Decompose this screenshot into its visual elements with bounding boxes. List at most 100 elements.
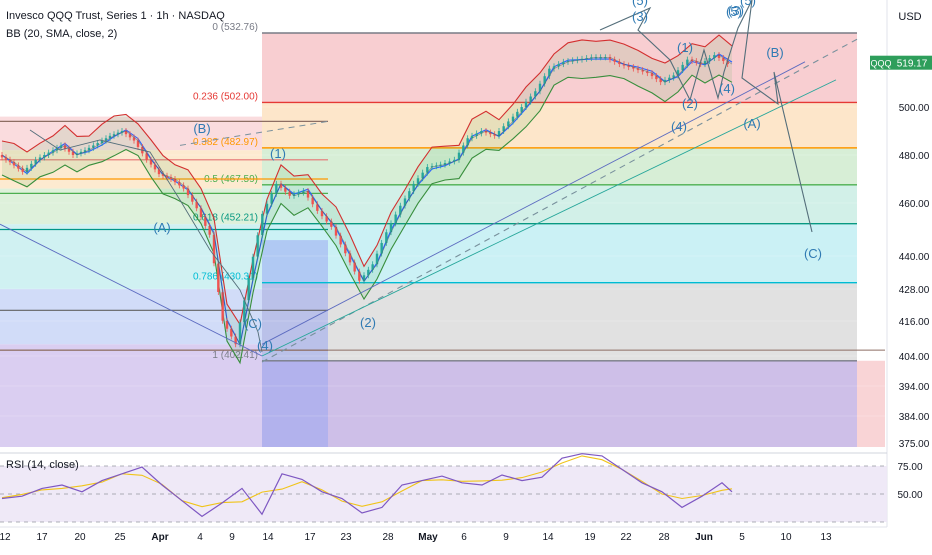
- candle-body: [316, 204, 319, 211]
- time-tick-label: 5: [739, 532, 745, 543]
- wave-label: (5): [726, 4, 742, 19]
- candle-body: [270, 193, 273, 204]
- candle-body: [325, 216, 328, 222]
- candle-body: [516, 111, 519, 117]
- candle-body: [552, 66, 556, 69]
- candle-body: [145, 153, 148, 160]
- candle-body: [339, 235, 342, 245]
- candle-body: [8, 159, 12, 163]
- candle-body: [655, 76, 658, 80]
- candle-body: [112, 134, 116, 136]
- candle-body: [375, 253, 379, 265]
- candle-body: [403, 198, 407, 206]
- candle-body: [385, 232, 388, 243]
- candle-body: [681, 64, 684, 71]
- trend-channel-line: [261, 79, 837, 357]
- candle-body: [717, 55, 721, 59]
- candle-body: [636, 68, 640, 71]
- candle-body: [367, 269, 370, 276]
- wave-label: (4): [257, 338, 273, 353]
- candle-body: [480, 131, 483, 134]
- time-tick-label: 22: [620, 532, 632, 543]
- fib-zone-edge: [857, 360, 885, 447]
- candle-body: [668, 77, 671, 80]
- candle-body: [297, 192, 300, 195]
- candle-body: [334, 226, 338, 236]
- rsi-line: [1, 453, 733, 518]
- candle-body: [17, 165, 20, 169]
- time-tick-label: 25: [114, 532, 126, 543]
- candle-body: [608, 57, 612, 60]
- candle-body: [599, 57, 602, 59]
- candle-body: [453, 159, 456, 162]
- candle-body: [292, 194, 296, 196]
- candle-body: [507, 121, 510, 127]
- fib-label: 0.786 (430.31): [193, 272, 258, 283]
- candle-body: [51, 150, 55, 153]
- price-tick-label: 394.00: [899, 382, 930, 393]
- candle-body: [100, 140, 104, 143]
- price-tick-label: 440.00: [899, 252, 930, 263]
- candle-body: [311, 197, 314, 205]
- candle-body: [75, 153, 79, 155]
- candle-body: [79, 151, 83, 154]
- candle-body: [225, 321, 229, 329]
- candle-body: [186, 188, 190, 196]
- candle-body: [466, 138, 469, 146]
- price-tick-label: 375.00: [899, 439, 930, 450]
- time-tick-label: 4: [197, 532, 203, 543]
- candle-body: [613, 59, 616, 62]
- candle-body: [663, 79, 667, 83]
- bollinger-legend: BB (20, SMA, close, 2): [6, 28, 118, 40]
- candle-body: [87, 147, 91, 151]
- candle-body: [284, 187, 287, 192]
- candle-body: [221, 292, 224, 321]
- candle-body: [247, 278, 250, 301]
- time-tick-label: 28: [382, 532, 394, 543]
- candle-body: [275, 183, 278, 194]
- candle-body: [108, 135, 112, 139]
- candle-body: [173, 179, 177, 183]
- wave-label: (C): [244, 316, 262, 331]
- candle-body: [618, 61, 621, 65]
- candle-body: [182, 185, 185, 189]
- candle-body: [132, 137, 136, 141]
- candle-body: [548, 68, 551, 77]
- candle-body: [63, 145, 67, 149]
- candle-body: [165, 175, 169, 178]
- candle-body: [358, 271, 361, 281]
- candle-body: [421, 172, 424, 179]
- candle-body: [493, 134, 496, 136]
- candle-body: [306, 191, 310, 198]
- candle-body: [199, 208, 203, 218]
- time-tick-label: 17: [36, 532, 48, 543]
- time-tick-label: 14: [262, 532, 274, 543]
- candle-body: [153, 164, 157, 170]
- candle-body: [320, 210, 324, 217]
- price-tag: [892, 55, 932, 70]
- bb-basis-line: [1, 53, 733, 347]
- candle-body: [443, 163, 447, 165]
- candle-body: [251, 256, 255, 278]
- candle-body: [416, 178, 420, 184]
- candle-body: [489, 132, 492, 135]
- candle-body: [348, 253, 352, 263]
- time-tick-label: 13: [820, 532, 832, 543]
- wave-label: (A): [743, 116, 760, 131]
- candle-body: [96, 143, 99, 146]
- wave-path-early: [29, 129, 263, 353]
- candle-body: [497, 131, 501, 136]
- price-tick-label: 500.00: [899, 103, 930, 114]
- fib-zone: [262, 282, 857, 361]
- wave-label: (B): [766, 45, 783, 60]
- candle-body: [55, 147, 59, 151]
- fib-zone: [262, 184, 857, 224]
- candle-body: [344, 244, 347, 254]
- wave-label: (B): [193, 121, 210, 136]
- rsi-tick-label: 75.00: [897, 462, 922, 473]
- candle-body: [128, 134, 132, 138]
- time-tick-label: 9: [229, 532, 235, 543]
- ticker-tag: [870, 55, 892, 70]
- candle-body: [353, 262, 356, 272]
- candle-body: [594, 57, 598, 59]
